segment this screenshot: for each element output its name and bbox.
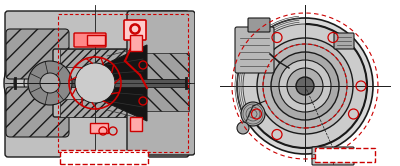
Circle shape: [296, 77, 314, 95]
Circle shape: [75, 63, 115, 103]
Circle shape: [287, 68, 323, 104]
Bar: [60, 49, 130, 67]
Circle shape: [271, 52, 339, 120]
Circle shape: [24, 65, 60, 101]
FancyBboxPatch shape: [124, 20, 146, 40]
FancyBboxPatch shape: [248, 18, 270, 32]
Bar: [130, 35, 142, 51]
Circle shape: [14, 55, 70, 111]
FancyBboxPatch shape: [74, 33, 106, 47]
Bar: [315, 148, 375, 162]
Circle shape: [28, 61, 72, 105]
Bar: [130, 117, 142, 131]
Circle shape: [40, 73, 60, 93]
Circle shape: [257, 38, 353, 134]
Polygon shape: [103, 45, 147, 121]
FancyBboxPatch shape: [5, 11, 189, 157]
FancyBboxPatch shape: [235, 27, 274, 73]
FancyBboxPatch shape: [334, 33, 354, 49]
Bar: [195, 0, 213, 166]
Bar: [87, 35, 105, 45]
Circle shape: [237, 122, 249, 134]
Circle shape: [241, 102, 265, 126]
Circle shape: [4, 45, 80, 121]
FancyBboxPatch shape: [127, 11, 195, 155]
Circle shape: [237, 18, 373, 154]
Circle shape: [279, 60, 331, 112]
FancyBboxPatch shape: [312, 147, 354, 165]
FancyBboxPatch shape: [6, 29, 69, 79]
Circle shape: [263, 44, 347, 128]
Circle shape: [243, 24, 367, 148]
Bar: [58, 14, 188, 152]
Bar: [60, 99, 130, 117]
FancyBboxPatch shape: [53, 49, 137, 117]
Bar: [133, 53, 189, 111]
Bar: [60, 150, 148, 164]
FancyBboxPatch shape: [6, 87, 69, 137]
Bar: [90, 123, 108, 133]
Bar: [55, 79, 185, 87]
